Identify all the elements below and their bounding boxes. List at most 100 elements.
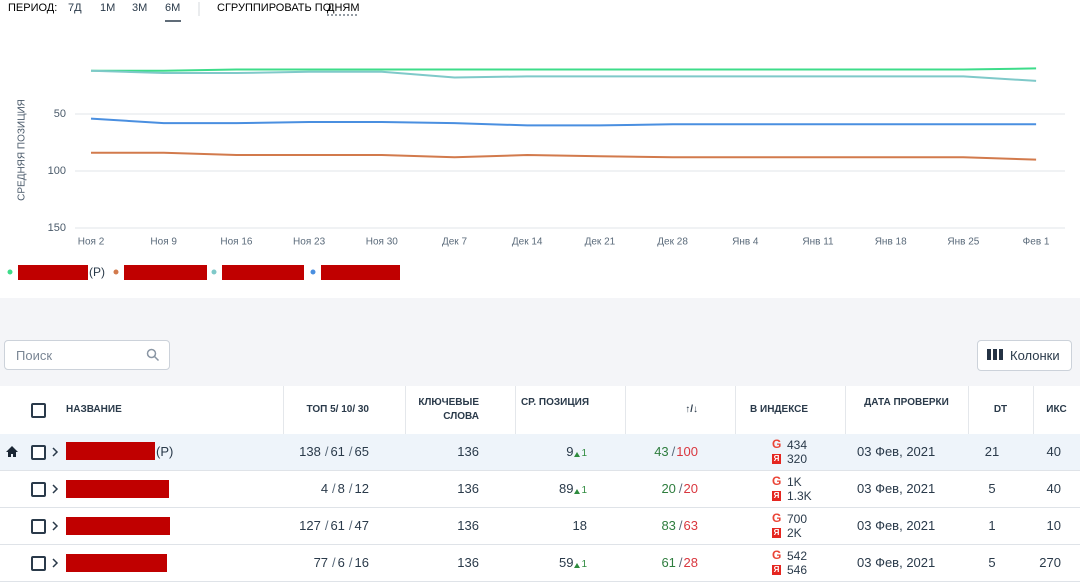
keywords: 136 bbox=[457, 481, 479, 496]
up-down-cell: 61/28 bbox=[661, 555, 698, 570]
check-date: 03 Фев, 2021 bbox=[857, 444, 936, 459]
search-box[interactable]: Поиск bbox=[4, 340, 170, 370]
iks: 40 bbox=[1046, 444, 1061, 459]
top-cell: 138/61/65 bbox=[299, 444, 369, 459]
columns-button[interactable]: Колонки bbox=[977, 340, 1072, 371]
google-index: 700 bbox=[787, 512, 808, 526]
legend-label: (Р) bbox=[89, 265, 105, 279]
home-shape bbox=[6, 446, 18, 457]
avg-position: 89 bbox=[558, 481, 574, 496]
legend-redacted-name bbox=[222, 265, 304, 280]
column-divider bbox=[968, 386, 969, 434]
avg-position: 59 bbox=[558, 555, 574, 570]
expand-chevron[interactable] bbox=[51, 558, 59, 568]
y-tick-label: 50 bbox=[54, 108, 66, 120]
group-value[interactable]: ДНЯМ bbox=[327, 2, 360, 14]
google-icon: G bbox=[772, 437, 782, 451]
yandex-index: 2K bbox=[787, 526, 802, 540]
line bbox=[91, 67, 1037, 72]
column-divider bbox=[1033, 386, 1034, 434]
period-option[interactable]: 7Д bbox=[68, 2, 82, 14]
column-header: DT bbox=[993, 404, 1008, 415]
table-row[interactable]: (Р) 138/61/65 136 9 1 43/100 G 434 Я 320 03 Фев, 2… bbox=[0, 434, 1080, 471]
expand-chevron[interactable] bbox=[51, 484, 59, 494]
change: 1 bbox=[573, 485, 587, 496]
top-value: 12 bbox=[354, 481, 369, 496]
row-checkbox[interactable] bbox=[31, 556, 46, 571]
iks: 40 bbox=[1046, 481, 1061, 496]
yandex-icon: Я bbox=[772, 528, 781, 538]
column-divider bbox=[283, 386, 284, 434]
change-value: 1 bbox=[581, 448, 587, 459]
legend-redacted-name bbox=[124, 265, 207, 280]
yandex-icon: Я bbox=[772, 565, 781, 575]
dt: 5 bbox=[988, 481, 996, 496]
x-tick-label: Дек 14 bbox=[512, 237, 543, 248]
triangle bbox=[574, 489, 581, 494]
table-row[interactable]: 77/6/16 136 59 1 61/28 G 542 Я 546 03 Фев, 2021 5 2… bbox=[0, 545, 1080, 582]
column-header: ИКС bbox=[1046, 404, 1067, 415]
check-date: 03 Фев, 2021 bbox=[857, 518, 936, 533]
period-option[interactable]: 1М bbox=[100, 2, 115, 14]
x-tick-label: Янв 11 bbox=[802, 237, 834, 248]
iks: 270 bbox=[1039, 555, 1061, 570]
period-option[interactable]: 3М bbox=[132, 2, 147, 14]
expand-chevron[interactable] bbox=[51, 521, 59, 531]
yandex-index: 546 bbox=[787, 563, 808, 577]
x-tick-label: Янв 4 bbox=[732, 237, 759, 248]
line bbox=[90, 117, 1037, 127]
row-checkbox[interactable] bbox=[31, 445, 46, 460]
y-tick-label: 150 bbox=[48, 222, 66, 234]
columns-label: Колонки bbox=[1010, 348, 1060, 363]
table-row[interactable]: 127/61/47 136 18 83/63 G 700 Я 2K 03 Фев, 2021 1 1… bbox=[0, 508, 1080, 545]
top-value: 65 bbox=[354, 444, 369, 459]
separator: / bbox=[678, 518, 683, 533]
legend-marker bbox=[113, 269, 119, 275]
google-icon: G bbox=[772, 511, 782, 525]
top-cell: 77/6/16 bbox=[314, 555, 369, 570]
separator: / bbox=[678, 481, 683, 496]
row-checkbox[interactable] bbox=[31, 519, 46, 534]
top-cell: 4/8/12 bbox=[321, 481, 369, 496]
dt: 21 bbox=[984, 444, 1000, 459]
dt: 5 bbox=[988, 555, 996, 570]
google-index: 434 bbox=[787, 438, 808, 452]
table-area: Поиск Колонки НАЗВАНИЕ ТОП 5/ 10/ 30 КЛЮЧЕ… bbox=[0, 298, 1080, 582]
x-tick-label: Янв 25 bbox=[947, 237, 979, 248]
chevron-shape bbox=[52, 521, 59, 531]
period-option[interactable]: 6М bbox=[165, 2, 180, 14]
check-date: 03 Фев, 2021 bbox=[857, 481, 936, 496]
up-count: 61 bbox=[661, 555, 676, 570]
redacted-name bbox=[66, 480, 169, 498]
table-row[interactable]: 4/8/12 136 89 1 20/20 G 1K Я 1.3K 03 Фев, 2021 5 40 bbox=[0, 471, 1080, 508]
check-date: 03 Фев, 2021 bbox=[857, 555, 936, 570]
keywords: 136 bbox=[457, 518, 479, 533]
row-checkbox[interactable] bbox=[31, 482, 46, 497]
column-header: ДАТА ПРОВЕРКИ bbox=[864, 397, 949, 408]
legend-marker bbox=[7, 269, 13, 275]
chevron-shape bbox=[52, 558, 59, 568]
top-value: 47 bbox=[354, 518, 369, 533]
top-value: 16 bbox=[354, 555, 369, 570]
google-icon: G bbox=[772, 548, 782, 562]
change: 1 bbox=[573, 559, 587, 570]
change-arrow bbox=[574, 452, 581, 457]
google-index: 1K bbox=[787, 475, 802, 489]
chart: СРЕДНЯЯ ПОЗИЦИЯ ПЕРИОД: 7Д 1М 3М 6М СГРУППИРО… bbox=[7, 2, 1065, 280]
columns-icon bbox=[987, 349, 1003, 360]
expand-chevron[interactable] bbox=[51, 447, 59, 457]
column-header: СР. ПОЗИЦИЯ bbox=[520, 397, 589, 408]
triangle bbox=[574, 563, 581, 568]
separator: / bbox=[348, 481, 353, 496]
avg-position-cell: 59 1 bbox=[559, 555, 587, 570]
x-tick-label: Ноя 16 bbox=[220, 237, 253, 248]
column-divider bbox=[405, 386, 406, 434]
legend-marker bbox=[211, 269, 217, 275]
change-arrow bbox=[574, 563, 581, 568]
x-tick-label: Ноя 30 bbox=[366, 237, 399, 248]
separator: / bbox=[348, 518, 353, 533]
down-count: 20 bbox=[683, 481, 698, 496]
select-all-checkbox[interactable] bbox=[31, 403, 46, 418]
google-index: 542 bbox=[787, 549, 808, 563]
line bbox=[91, 151, 1037, 161]
